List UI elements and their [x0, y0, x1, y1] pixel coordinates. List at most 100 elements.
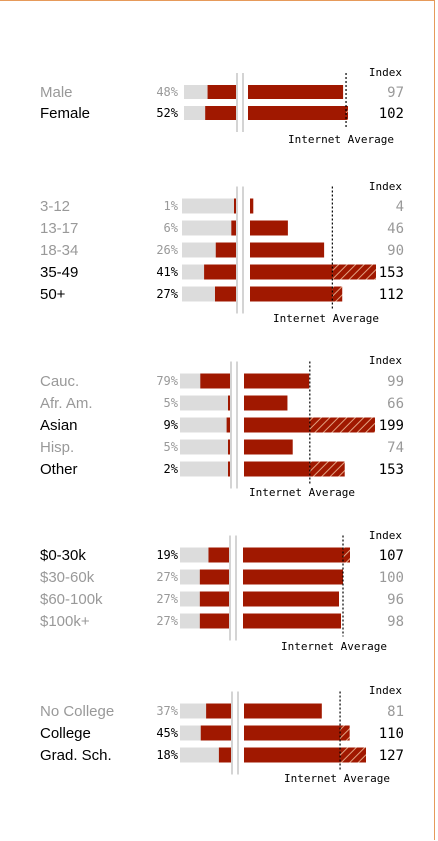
index-bar [244, 417, 310, 433]
category-label: Other [40, 461, 78, 478]
category-label: $30-60k [40, 569, 95, 586]
category-label: $60-100k [40, 591, 103, 608]
composition-label: 27% [156, 570, 178, 584]
composition-label: 5% [164, 396, 179, 410]
index-value: 4 [396, 199, 404, 215]
index-value: 74 [387, 440, 404, 456]
composition-label: 37% [156, 704, 178, 718]
composition-bar [207, 85, 236, 99]
index-bar [250, 220, 288, 236]
index-value: 102 [379, 106, 404, 122]
index-bar [244, 439, 293, 455]
category-label: $0-30k [40, 547, 86, 564]
composition-label: 27% [156, 614, 178, 628]
index-value: 96 [387, 592, 404, 608]
composition-label: 45% [156, 726, 178, 740]
index-bar [250, 242, 325, 258]
index-value: 153 [379, 462, 404, 478]
category-label: Cauc. [40, 373, 79, 390]
composition-label: 6% [164, 221, 179, 235]
composition-bar [206, 703, 231, 719]
index-value: 199 [379, 418, 404, 434]
composition-label: 27% [156, 287, 178, 301]
index-value: 127 [379, 748, 404, 764]
index-header: Index [369, 684, 402, 697]
composition-bar [208, 547, 229, 563]
composition-label: 19% [156, 548, 178, 562]
category-label: No College [40, 703, 114, 720]
index-value: 66 [387, 396, 404, 412]
category-label: Afr. Am. [40, 395, 93, 412]
index-value: 81 [387, 704, 404, 720]
index-bar [244, 373, 310, 389]
category-label: 3-12 [40, 198, 70, 215]
composition-bar [226, 417, 230, 433]
index-bar-excess [343, 547, 350, 563]
composition-track [182, 220, 236, 236]
index-value: 100 [379, 570, 404, 586]
index-bar-excess [332, 264, 376, 280]
category-label: College [40, 725, 91, 742]
composition-label: 18% [156, 748, 178, 762]
index-bar [250, 198, 254, 214]
index-bar-excess [309, 417, 375, 433]
index-bar [248, 85, 344, 99]
category-label: Male [40, 84, 73, 101]
index-bar [248, 106, 347, 120]
category-label: 13-17 [40, 220, 78, 237]
index-bar [243, 547, 343, 563]
composition-label: 5% [164, 440, 179, 454]
index-bar [244, 461, 310, 477]
index-header: Index [369, 354, 402, 367]
index-bar [244, 395, 288, 411]
index-value: 153 [379, 265, 404, 281]
composition-track [180, 747, 231, 763]
composition-bar [205, 106, 236, 120]
index-header: Index [369, 66, 402, 79]
index-value: 46 [387, 221, 404, 237]
composition-bar [204, 264, 236, 280]
composition-track [180, 439, 230, 455]
index-bar-excess [309, 461, 345, 477]
category-label: Grad. Sch. [40, 747, 112, 764]
index-value: 112 [379, 287, 404, 303]
index-value: 110 [379, 726, 404, 742]
composition-bar [200, 725, 231, 741]
average-label: Internet Average [288, 133, 394, 146]
index-bar-excess [346, 106, 348, 120]
composition-label: 1% [164, 199, 179, 213]
composition-label: 9% [164, 418, 179, 432]
average-label: Internet Average [281, 640, 387, 653]
category-label: 35-49 [40, 264, 78, 281]
category-label: Asian [40, 417, 78, 434]
composition-bar [199, 591, 229, 607]
composition-label: 48% [156, 85, 178, 99]
index-bar-excess [340, 747, 366, 763]
index-header: Index [369, 529, 402, 542]
composition-bar [199, 569, 229, 585]
composition-bar [231, 220, 236, 236]
composition-label: 2% [164, 462, 179, 476]
index-bar [250, 286, 333, 302]
index-value: 90 [387, 243, 404, 259]
composition-track [180, 417, 230, 433]
category-label: 18-34 [40, 242, 78, 259]
index-value: 107 [379, 548, 404, 564]
index-bar [244, 725, 341, 741]
category-label: Female [40, 105, 90, 122]
composition-label: 41% [156, 265, 178, 279]
index-value: 98 [387, 614, 404, 630]
category-label: $100k+ [40, 613, 90, 630]
index-bar [243, 569, 343, 585]
composition-label: 79% [156, 374, 178, 388]
composition-bar [200, 373, 230, 389]
composition-bar [228, 395, 230, 411]
index-bar [250, 264, 333, 280]
index-bar-excess [340, 725, 350, 741]
average-label: Internet Average [249, 486, 355, 499]
average-label: Internet Average [284, 772, 390, 785]
average-label: Internet Average [273, 312, 379, 325]
composition-bar [228, 461, 230, 477]
composition-bar [234, 198, 236, 214]
category-label: Hisp. [40, 439, 74, 456]
